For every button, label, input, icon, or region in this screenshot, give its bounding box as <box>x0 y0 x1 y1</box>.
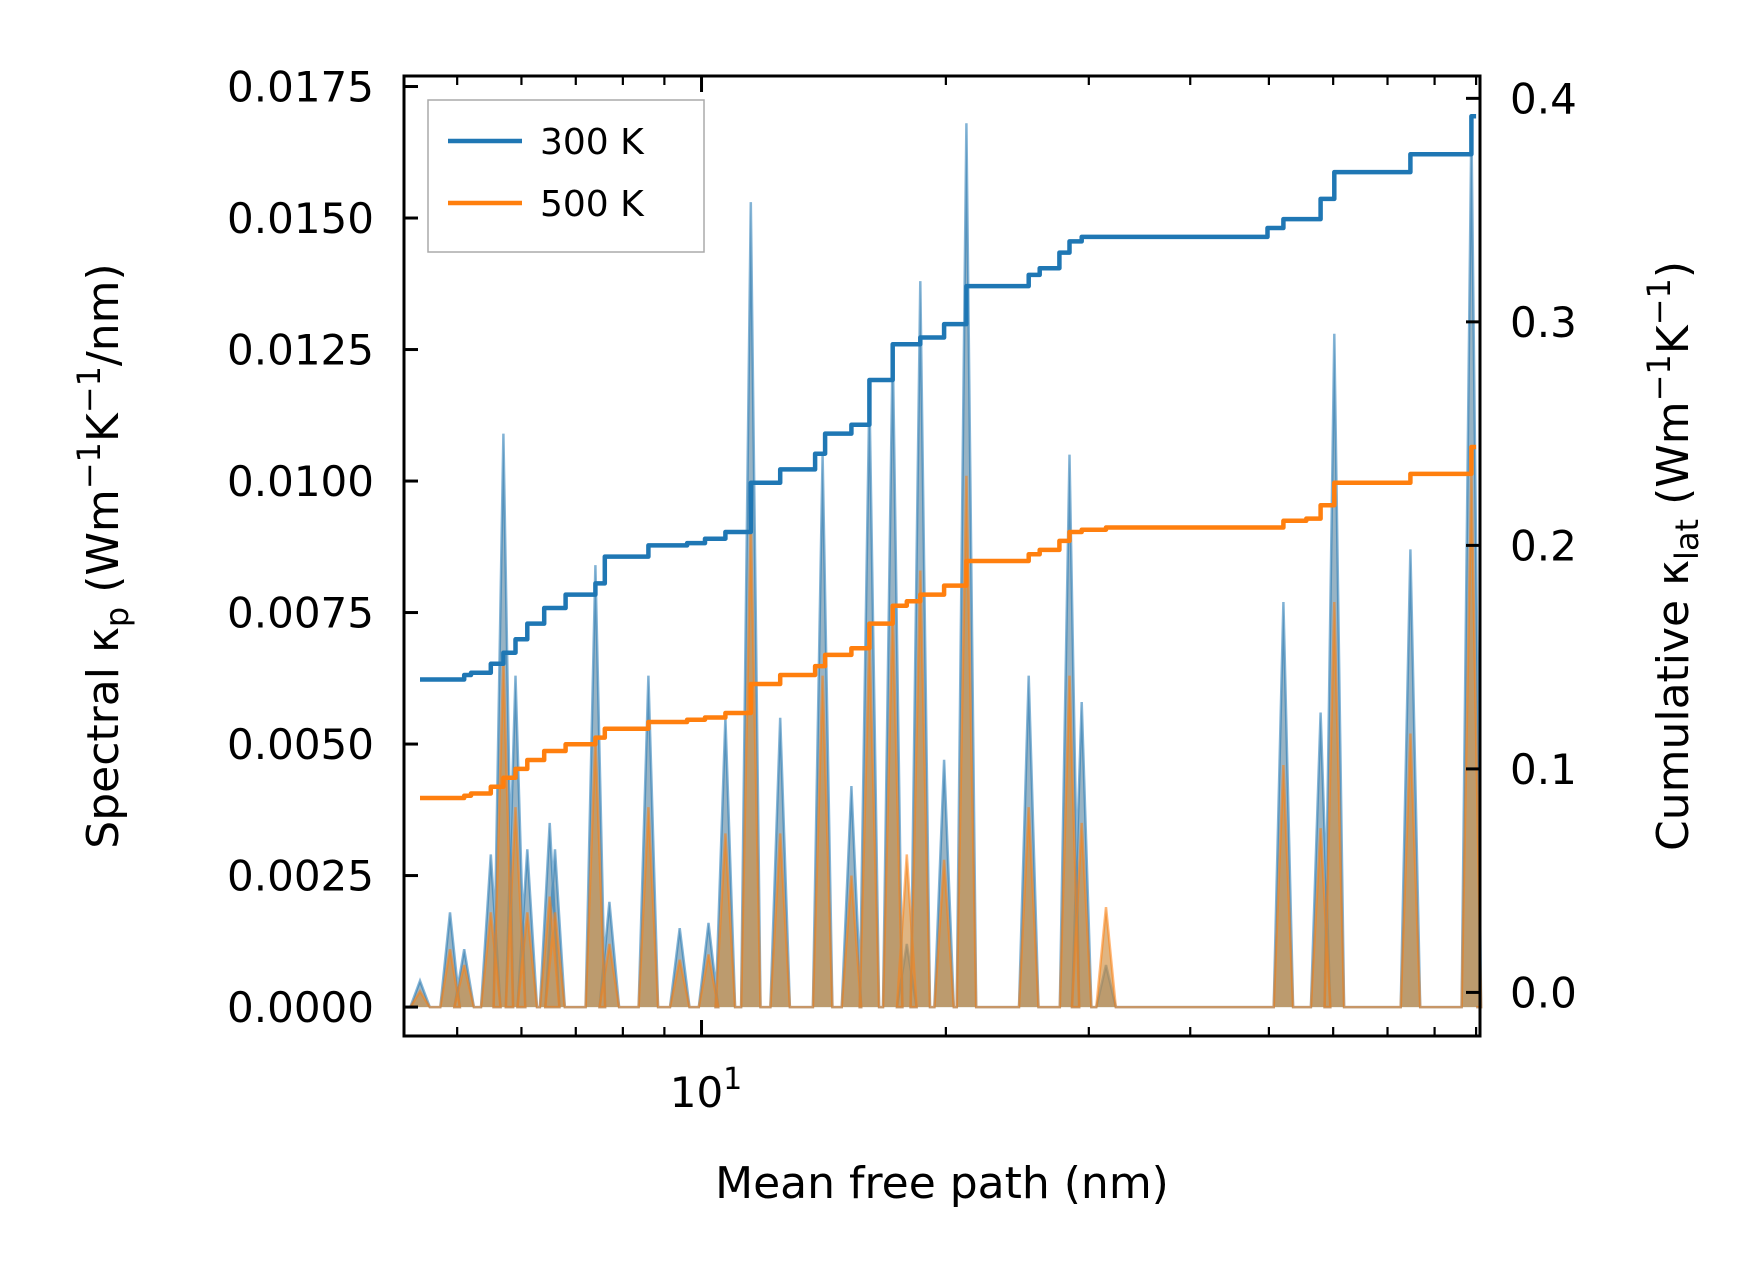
left-y-tick-label-6: 0.0150 <box>227 194 374 243</box>
right-axis-label: Cumulative κlat (Wm−1K−1) <box>1640 261 1706 851</box>
cumulative-line-300k <box>420 113 1477 682</box>
axes-frame <box>402 74 1482 1038</box>
right-y-tick-label-1: 0.1 <box>1510 745 1577 794</box>
cumulative-layer <box>420 113 1477 801</box>
legend: 300 K 500 K <box>427 99 705 253</box>
left-y-tick-label-1: 0.0025 <box>227 852 374 901</box>
left-axis-label: Spectral κp (Wm−1K−1/nm) <box>70 263 136 848</box>
legend-label-500k: 500 K <box>540 184 645 225</box>
right-y-tick-label-4: 0.4 <box>1510 74 1577 123</box>
right-y-tick-label-2: 0.2 <box>1510 521 1577 570</box>
left-y-tick-label-4: 0.0100 <box>227 457 374 506</box>
x-axis-label: Mean free path (nm) <box>715 1158 1169 1209</box>
left-y-tick-label-3: 0.0075 <box>227 589 374 638</box>
legend-box <box>427 99 705 253</box>
ticklabels-layer: 0.0000 0.0025 0.0050 0.0075 0.0100 0.0125 0.01… <box>227 63 1577 1033</box>
plot-area <box>408 113 1483 1009</box>
right-y-tick-label-0: 0.0 <box>1510 968 1577 1017</box>
x-tick-label-10: 101 <box>670 1062 743 1117</box>
left-y-tick-label-7: 0.0175 <box>227 63 374 112</box>
legend-label-300k: 300 K <box>540 122 645 163</box>
left-y-tick-label-2: 0.0050 <box>227 720 374 769</box>
ticks-layer <box>404 76 1480 1036</box>
spectral-line-500k <box>408 475 1483 1009</box>
left-y-tick-label-0: 0.0000 <box>227 983 374 1032</box>
right-y-tick-label-3: 0.3 <box>1510 298 1577 347</box>
cumulative-line-500k <box>420 444 1477 801</box>
spectral-layer <box>408 123 1483 1009</box>
left-y-tick-label-5: 0.0125 <box>227 326 374 375</box>
